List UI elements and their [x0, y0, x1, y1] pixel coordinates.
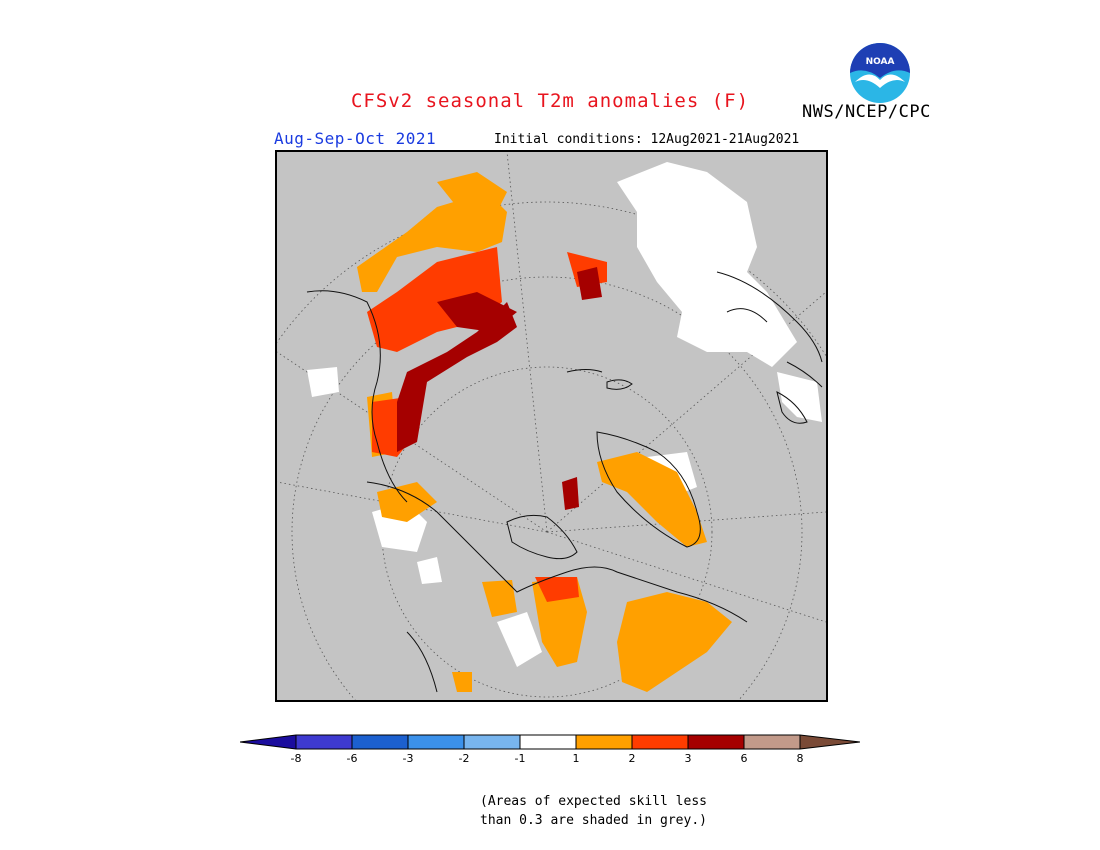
- colorbar-tick: -6: [346, 752, 358, 765]
- orange-region-siberia: [357, 192, 507, 292]
- colorbar-tick: -8: [290, 752, 302, 765]
- colorbar-tick: 6: [740, 752, 748, 765]
- darkred-region-greenland: [562, 477, 579, 510]
- polar-map-canvas: [277, 152, 826, 700]
- colorbar-tick: 1: [572, 752, 580, 765]
- season-label: Aug-Sep-Oct 2021: [274, 129, 437, 148]
- colorbar-tick: 2: [628, 752, 636, 765]
- orange-region-small: [452, 672, 472, 692]
- colorbar-bin-9: [744, 735, 800, 749]
- colorbar-bin-8: [688, 735, 744, 749]
- orange-region-canada: [532, 577, 587, 667]
- white-region-alaska: [307, 367, 339, 397]
- skill-note-line1: (Areas of expected skill less: [480, 794, 707, 809]
- colorbar-bin-1: [296, 735, 352, 749]
- initial-conditions-label: Initial conditions: 12Aug2021-21Aug2021: [494, 132, 800, 147]
- map-title: CFSv2 seasonal T2m anomalies (F): [350, 90, 750, 112]
- colorbar-tick: -1: [514, 752, 526, 765]
- anomaly-fields: [307, 162, 822, 692]
- polar-map: [275, 150, 828, 702]
- red-region-siberia: [367, 247, 502, 352]
- colorbar-bin-10: [800, 735, 860, 749]
- agency-label: NWS/NCEP/CPC: [802, 102, 931, 122]
- colorbar: [240, 734, 860, 750]
- colorbar-bin-6: [576, 735, 632, 749]
- noaa-logo-text: NOAA: [866, 57, 895, 67]
- darkred-region-siberia: [397, 302, 517, 452]
- colorbar-tick: 3: [684, 752, 692, 765]
- colorbar-bin-5: [520, 735, 576, 749]
- orange-region-greenland: [597, 452, 707, 547]
- colorbar-tick: -3: [402, 752, 414, 765]
- orange-region-europe: [617, 592, 732, 692]
- white-region-east-asia: [617, 162, 797, 367]
- darkred-region-east: [577, 267, 602, 300]
- red-region-canada-arctic: [535, 577, 579, 602]
- colorbar-tick: -2: [458, 752, 470, 765]
- colorbar-bin-4: [464, 735, 520, 749]
- colorbar-bin-7: [632, 735, 688, 749]
- coastlines: [306, 271, 823, 693]
- colorbar-bin-2: [352, 735, 408, 749]
- noaa-logo: NOAA: [850, 43, 910, 103]
- orange-region-hudson: [482, 580, 517, 617]
- skill-note: (Areas of expected skill less than 0.3 a…: [480, 792, 740, 830]
- white-region-n-america: [497, 612, 542, 667]
- white-region-sw: [417, 557, 442, 584]
- darkred-region-siberia-2: [437, 292, 517, 332]
- white-region-pacific: [777, 372, 822, 422]
- skill-note-line2: than 0.3 are shaded in grey.): [480, 813, 707, 828]
- colorbar-tick: 8: [796, 752, 804, 765]
- orange-region-kamchatka: [437, 172, 507, 212]
- colorbar-bin-3: [408, 735, 464, 749]
- colorbar-bin-0: [240, 735, 296, 749]
